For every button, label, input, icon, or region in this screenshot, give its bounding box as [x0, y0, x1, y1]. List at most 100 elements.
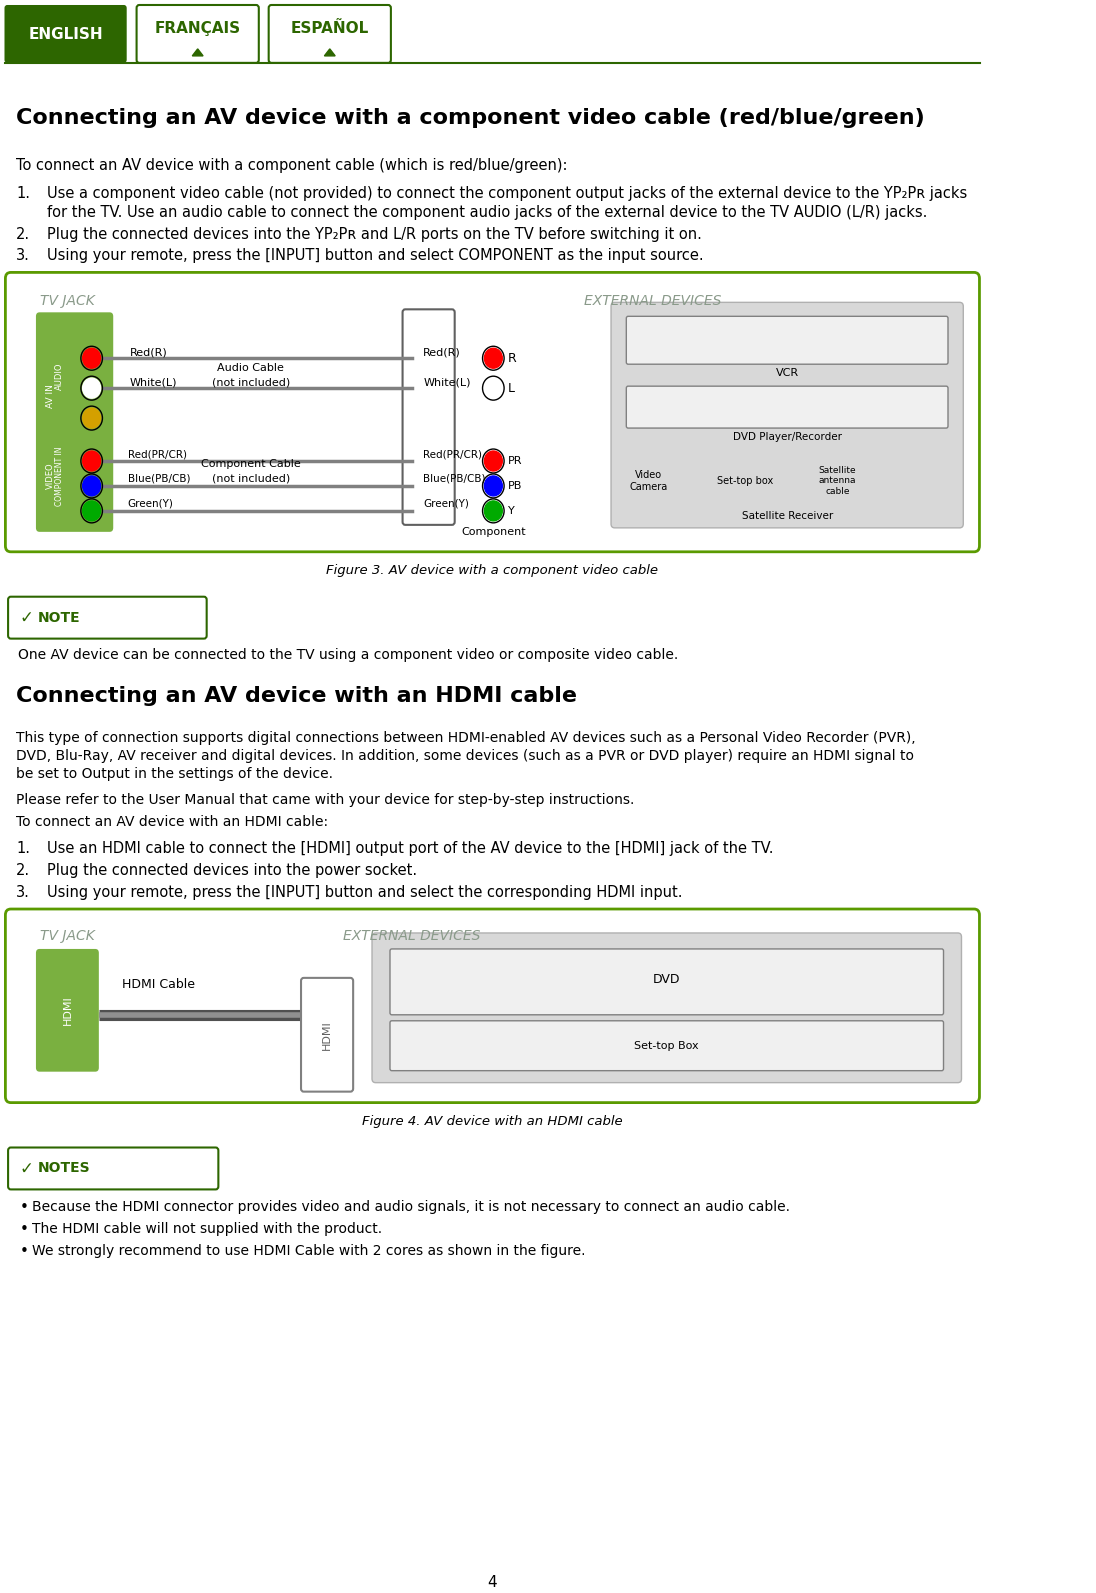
Circle shape — [82, 500, 101, 521]
Text: •: • — [20, 1201, 28, 1215]
FancyBboxPatch shape — [8, 597, 207, 639]
Text: 1.: 1. — [16, 841, 31, 855]
Text: Please refer to the User Manual that came with your device for step-by-step inst: Please refer to the User Manual that cam… — [16, 793, 635, 808]
Text: Red(R): Red(R) — [423, 347, 461, 357]
Text: Red(PR/CR): Red(PR/CR) — [423, 449, 482, 459]
Text: Connecting an AV device with a component video cable (red/blue/green): Connecting an AV device with a component… — [16, 108, 925, 127]
FancyBboxPatch shape — [390, 949, 944, 1015]
Circle shape — [484, 500, 502, 521]
Text: (not included): (not included) — [212, 475, 289, 484]
Text: AV IN: AV IN — [46, 384, 55, 408]
Text: FRANÇAIS: FRANÇAIS — [155, 21, 241, 37]
Text: Plug the connected devices into the power socket.: Plug the connected devices into the powe… — [47, 863, 416, 878]
Text: L: L — [507, 382, 515, 395]
Polygon shape — [324, 49, 335, 56]
Text: COMPONENT IN: COMPONENT IN — [55, 446, 64, 505]
Text: VIDEO: VIDEO — [46, 462, 55, 489]
Text: •: • — [20, 1244, 28, 1260]
Text: AUDIO: AUDIO — [55, 363, 64, 390]
FancyBboxPatch shape — [390, 1021, 944, 1070]
FancyBboxPatch shape — [402, 309, 455, 524]
Text: 3.: 3. — [16, 249, 30, 263]
Text: Blue(PB/CB): Blue(PB/CB) — [127, 475, 190, 484]
Text: The HDMI cable will not supplied with the product.: The HDMI cable will not supplied with th… — [33, 1222, 383, 1236]
Text: Set-top box: Set-top box — [717, 476, 773, 486]
Text: Component: Component — [461, 527, 526, 537]
Circle shape — [82, 408, 101, 429]
Circle shape — [484, 349, 502, 368]
Text: Green(Y): Green(Y) — [423, 499, 469, 508]
Text: DVD: DVD — [653, 973, 681, 986]
FancyBboxPatch shape — [8, 1147, 218, 1190]
Text: PB: PB — [507, 481, 522, 491]
Circle shape — [484, 378, 502, 398]
Text: DVD Player/Recorder: DVD Player/Recorder — [732, 432, 842, 443]
Text: To connect an AV device with a component cable (which is red/blue/green):: To connect an AV device with a component… — [16, 158, 568, 172]
Text: 3.: 3. — [16, 886, 30, 900]
FancyBboxPatch shape — [301, 978, 353, 1091]
Text: To connect an AV device with an HDMI cable:: To connect an AV device with an HDMI cab… — [16, 816, 329, 830]
Text: •: • — [20, 1222, 28, 1238]
Text: We strongly recommend to use HDMI Cable with 2 cores as shown in the figure.: We strongly recommend to use HDMI Cable … — [33, 1244, 586, 1258]
Text: PR: PR — [507, 456, 522, 467]
Text: Component Cable: Component Cable — [201, 459, 300, 468]
Text: R: R — [507, 352, 516, 365]
Text: Satellite
antenna
cable: Satellite antenna cable — [819, 467, 856, 495]
Text: HDMI Cable: HDMI Cable — [122, 978, 195, 991]
Text: Red(PR/CR): Red(PR/CR) — [127, 449, 186, 459]
Text: TV JACK: TV JACK — [39, 295, 94, 309]
FancyBboxPatch shape — [36, 949, 99, 1072]
Text: NOTE: NOTE — [37, 610, 80, 624]
Text: DVD, Blu-Ray, AV receiver and digital devices. In addition, some devices (such a: DVD, Blu-Ray, AV receiver and digital de… — [16, 749, 914, 763]
Circle shape — [82, 476, 101, 495]
Circle shape — [82, 451, 101, 472]
FancyBboxPatch shape — [4, 5, 127, 62]
Text: Figure 3. AV device with a component video cable: Figure 3. AV device with a component vid… — [327, 564, 659, 577]
Text: White(L): White(L) — [423, 378, 471, 387]
Text: Satellite Receiver: Satellite Receiver — [742, 511, 833, 521]
Text: VCR: VCR — [776, 368, 799, 378]
Text: ESPAÑOL: ESPAÑOL — [290, 21, 369, 37]
Text: Blue(PB/CB): Blue(PB/CB) — [423, 475, 486, 484]
Text: ENGLISH: ENGLISH — [28, 27, 103, 43]
Text: Because the HDMI connector provides video and audio signals, it is not necessary: Because the HDMI connector provides vide… — [33, 1201, 790, 1214]
FancyBboxPatch shape — [5, 910, 980, 1102]
FancyBboxPatch shape — [626, 317, 948, 365]
Text: Figure 4. AV device with an HDMI cable: Figure 4. AV device with an HDMI cable — [362, 1115, 623, 1128]
Text: Using your remote, press the [INPUT] button and select COMPONENT as the input so: Using your remote, press the [INPUT] but… — [47, 249, 704, 263]
FancyBboxPatch shape — [612, 303, 963, 527]
Text: White(L): White(L) — [129, 378, 176, 387]
Text: 2.: 2. — [16, 863, 31, 878]
Text: One AV device can be connected to the TV using a component video or composite vi: One AV device can be connected to the TV… — [18, 648, 678, 661]
FancyBboxPatch shape — [269, 5, 391, 62]
Text: be set to Output in the settings of the device.: be set to Output in the settings of the … — [16, 768, 333, 781]
Text: Video
Camera: Video Camera — [630, 470, 667, 492]
Text: Y: Y — [507, 507, 514, 516]
Text: Plug the connected devices into the YP₂Pʀ and L/R ports on the TV before switchi: Plug the connected devices into the YP₂P… — [47, 226, 701, 242]
Text: 4: 4 — [488, 1574, 498, 1590]
Text: ✓: ✓ — [20, 609, 34, 626]
FancyBboxPatch shape — [626, 386, 948, 429]
Text: for the TV. Use an audio cable to connect the component audio jacks of the exter: for the TV. Use an audio cable to connec… — [47, 204, 927, 220]
Text: 2.: 2. — [16, 226, 31, 242]
Text: HDMI: HDMI — [62, 996, 72, 1026]
Text: ✓: ✓ — [20, 1160, 34, 1177]
Circle shape — [82, 378, 101, 398]
Text: Red(R): Red(R) — [129, 347, 168, 357]
Text: Set-top Box: Set-top Box — [635, 1040, 699, 1051]
Text: HDMI: HDMI — [322, 1020, 332, 1050]
Text: Connecting an AV device with an HDMI cable: Connecting an AV device with an HDMI cab… — [16, 685, 578, 706]
Circle shape — [82, 349, 101, 368]
FancyBboxPatch shape — [372, 933, 961, 1083]
Text: 1.: 1. — [16, 186, 31, 201]
Text: Use a component video cable (not provided) to connect the component output jacks: Use a component video cable (not provide… — [47, 186, 967, 201]
Text: EXTERNAL DEVICES: EXTERNAL DEVICES — [343, 929, 481, 943]
FancyBboxPatch shape — [5, 272, 980, 551]
Polygon shape — [192, 49, 203, 56]
Text: EXTERNAL DEVICES: EXTERNAL DEVICES — [584, 295, 721, 309]
FancyBboxPatch shape — [36, 312, 113, 532]
Text: Use an HDMI cable to connect the [HDMI] output port of the AV device to the [HDM: Use an HDMI cable to connect the [HDMI] … — [47, 841, 773, 855]
Text: NOTES: NOTES — [37, 1161, 90, 1176]
Text: This type of connection supports digital connections between HDMI-enabled AV dev: This type of connection supports digital… — [16, 731, 916, 746]
Circle shape — [484, 451, 502, 472]
